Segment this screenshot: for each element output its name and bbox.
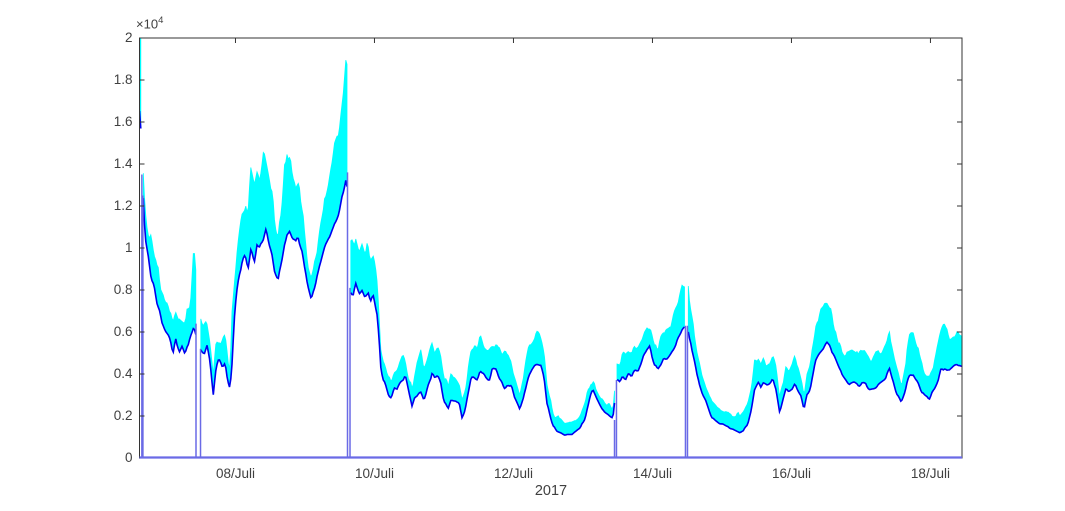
y-axis-multiplier-exponent: 4	[158, 15, 164, 26]
y-tick-label: 1.4	[113, 156, 133, 171]
series-line-blue	[687, 331, 962, 434]
series-line-blue	[616, 326, 686, 383]
x-tick-label: 12/Juli	[493, 466, 533, 481]
year-label: 2017	[534, 483, 568, 499]
y-tick-label: 0.8	[113, 282, 133, 297]
y-tick-label: 0.6	[113, 324, 133, 339]
y-tick-label: 0.2	[113, 408, 133, 423]
series-band-cyan	[142, 173, 197, 354]
y-axis-multiplier: ×104	[136, 15, 163, 31]
y-tick-label: 1.2	[113, 198, 133, 213]
x-tick-label: 18/Juli	[910, 466, 950, 481]
x-tick-label: 16/Juli	[771, 466, 811, 481]
plot-box	[139, 37, 963, 459]
y-tick-label: 1.8	[113, 72, 133, 87]
series-line-blue	[142, 198, 197, 355]
series-band-cyan	[616, 284, 685, 383]
y-tick-label: 1.6	[113, 114, 133, 129]
y-tick-label: 0.4	[113, 366, 133, 381]
series-line-blue	[350, 280, 616, 436]
x-tick-label: 08/Juli	[215, 466, 255, 481]
x-tick-label: 10/Juli	[354, 466, 394, 481]
y-tick-label: 0	[124, 450, 133, 465]
series-layer	[139, 38, 962, 458]
y-tick-label: 2	[124, 30, 133, 45]
series-band-cyan	[687, 285, 962, 434]
y-tick-label: 1	[124, 240, 133, 255]
x-tick-label: 14/Juli	[632, 466, 672, 481]
series-line-blue	[200, 180, 348, 395]
series-band-cyan	[350, 238, 615, 436]
series-band-cyan	[200, 59, 348, 395]
y-axis-multiplier-base: ×10	[136, 16, 159, 32]
